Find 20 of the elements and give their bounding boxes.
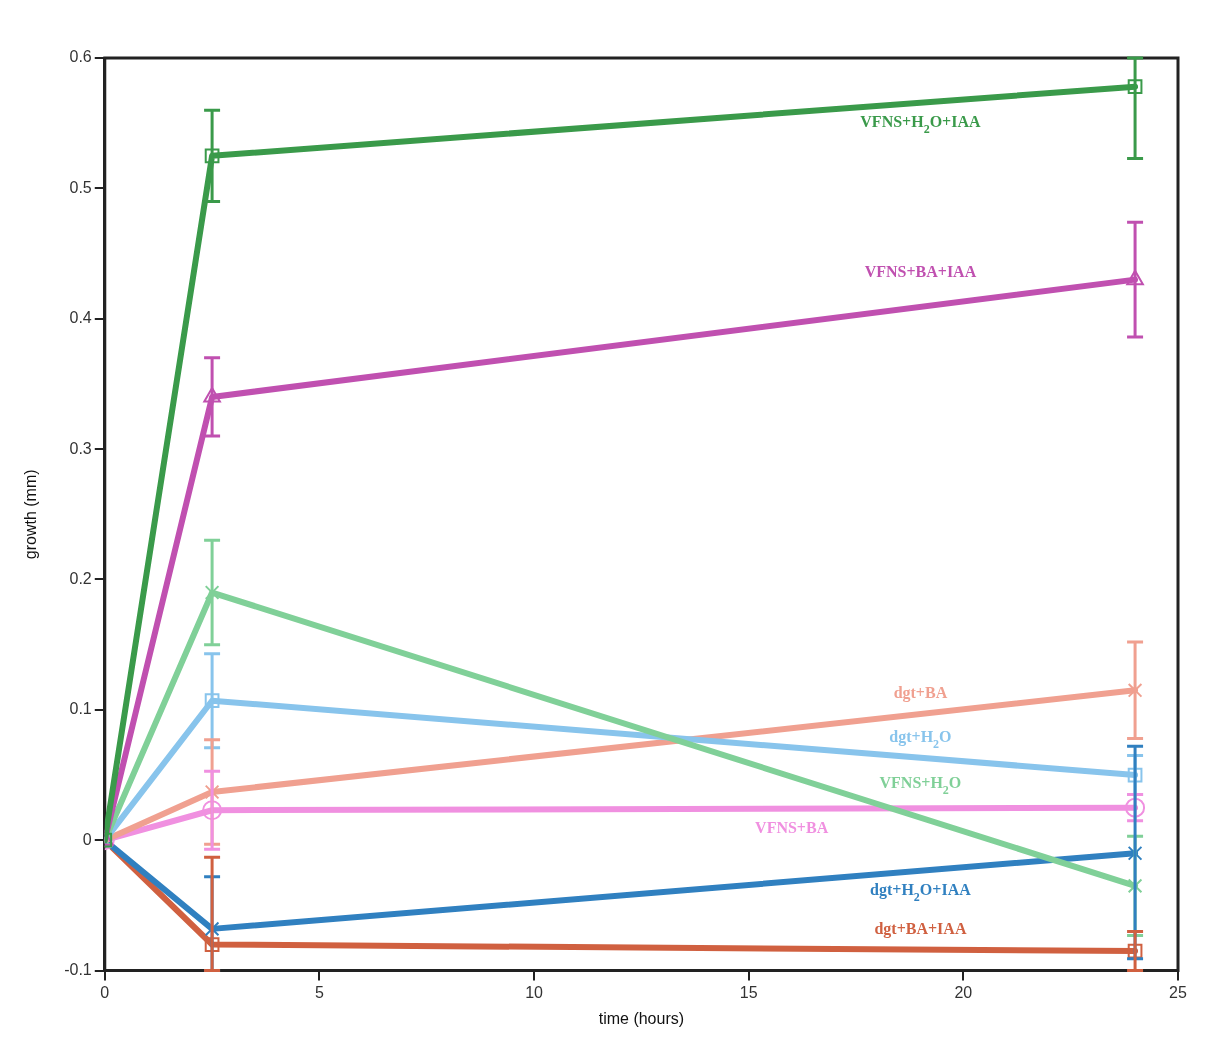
series-label: VFNS+BA xyxy=(755,818,829,836)
x-tick-label: 5 xyxy=(314,983,324,1001)
y-tick-label: 0.1 xyxy=(69,700,92,718)
series-label: dgt+BA+IAA xyxy=(874,919,967,938)
y-axis-title: growth (mm) xyxy=(22,469,40,560)
y-tick-label: 0.4 xyxy=(69,309,92,327)
x-tick-label: 20 xyxy=(954,983,973,1001)
x-axis-title: time (hours) xyxy=(598,1009,685,1027)
x-tick-label: 25 xyxy=(1169,983,1187,1001)
series-label: VFNS+BA+IAA xyxy=(864,262,977,280)
y-tick-label: 0.5 xyxy=(69,178,92,196)
x-tick-label: 0 xyxy=(100,983,110,1001)
y-tick-label: 0.6 xyxy=(69,48,92,66)
y-tick-label: 0 xyxy=(82,830,92,848)
x-tick-label: 15 xyxy=(739,983,758,1001)
y-tick-label: -0.1 xyxy=(64,961,92,979)
y-tick-label: 0.3 xyxy=(69,439,92,457)
x-tick-label: 10 xyxy=(525,983,544,1001)
y-tick-label: 0.2 xyxy=(69,569,92,587)
series-label: dgt+BA xyxy=(893,683,948,702)
